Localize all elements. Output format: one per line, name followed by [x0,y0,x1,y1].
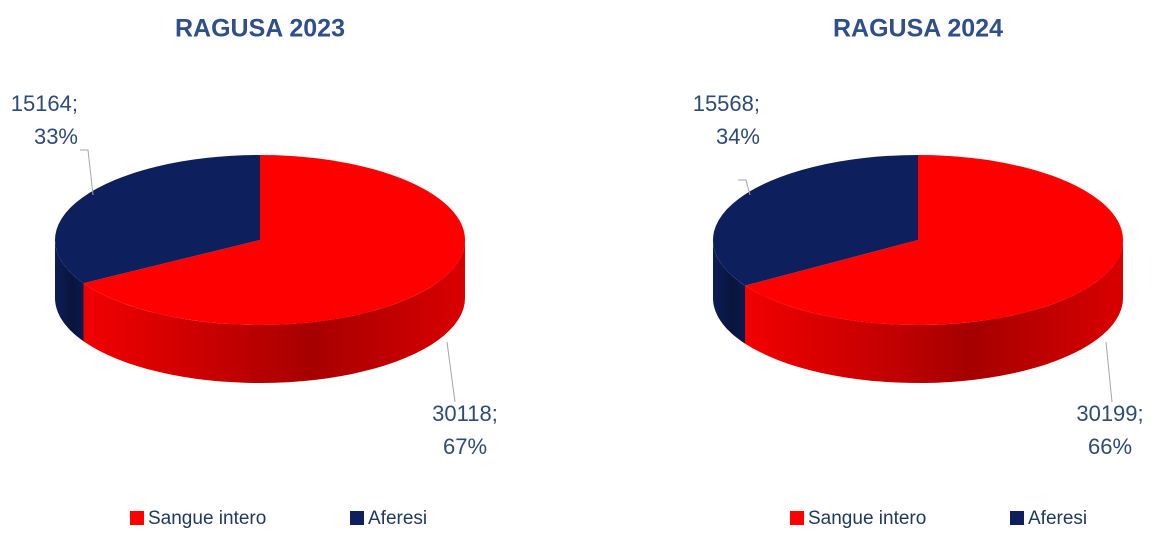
legend-swatch [130,511,144,525]
slice-side-shade [83,240,465,383]
chart-title: RAGUSA 2023 [175,15,345,43]
data-label-line: 30118; [432,401,498,426]
pie-slice [712,155,918,286]
data-label-line: 15568; [693,91,760,116]
slice-side-shade [55,240,84,342]
legend-swatch [790,511,804,525]
legend-label: Aferesi [368,508,427,529]
data-label: 15568; 34% [693,91,760,149]
data-label-line: 34% [716,124,760,149]
data-label-line: 15164; [11,91,78,116]
legend-label: Sangue intero [808,508,926,529]
data-label: 15164; 33% [11,91,78,149]
pie-slice [55,155,260,284]
pie-slice [745,155,1123,325]
chart-title: RAGUSA 2024 [833,15,1003,43]
legend-label: Aferesi [1028,508,1087,529]
data-label: 30118; 67% [432,401,498,459]
data-label-line: 66% [1088,434,1132,459]
pie-slice [83,155,465,325]
leader-line [446,341,456,403]
leader-line [738,179,751,196]
data-label-line: 30199; [1076,401,1143,426]
data-label: 30199; 66% [1076,401,1143,459]
slice-side-shade [713,240,745,344]
slice-side-shade [745,240,1123,383]
data-label-line: 67% [443,434,487,459]
leader-line [80,149,94,196]
legend-label: Sangue intero [148,508,266,529]
leader-line [1105,341,1113,403]
legend-swatch [1010,511,1024,525]
data-label-line: 33% [34,124,78,149]
legend-swatch [350,511,364,525]
